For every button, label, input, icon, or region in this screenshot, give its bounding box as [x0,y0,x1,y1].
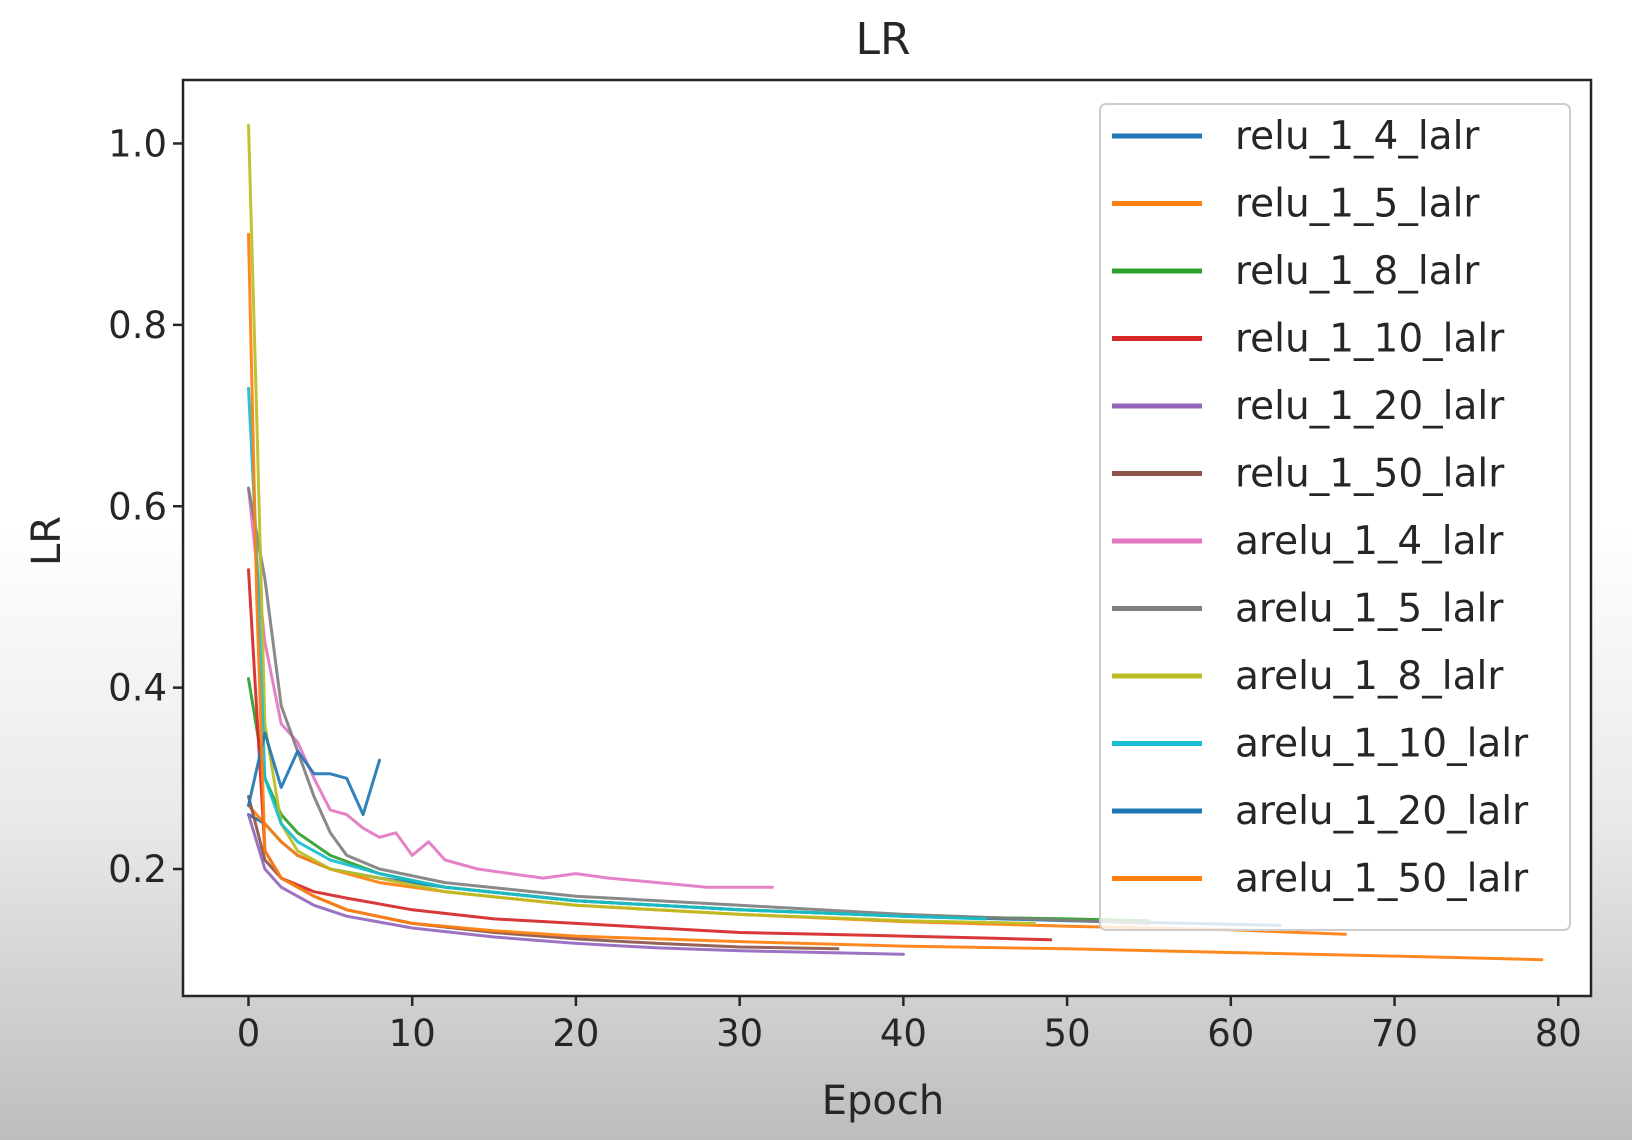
legend-label: arelu_1_10_lalr [1235,722,1529,767]
y-tick-label: 0.6 [108,485,167,528]
legend-label: relu_1_10_lalr [1235,317,1505,362]
x-tick-label: 50 [1044,1012,1091,1055]
legend-label: arelu_1_20_lalr [1235,789,1529,834]
x-tick-label: 20 [552,1012,599,1055]
legend-label: relu_1_50_lalr [1235,452,1505,497]
series-line-relu-1-20-lalr [247,813,905,956]
legend-label: relu_1_4_lalr [1235,114,1480,159]
legend-label: arelu_1_50_lalr [1235,857,1529,902]
legend-label: relu_1_8_lalr [1235,249,1480,294]
y-tick-label: 0.2 [108,848,167,891]
x-tick-label: 10 [389,1012,436,1055]
legend-label: relu_1_20_lalr [1235,384,1505,429]
x-tick-label: 80 [1535,1012,1582,1055]
y-axis-label: LR [24,516,70,566]
chart-title: LR [855,14,910,65]
y-axis: 0.2 0.4 0.6 0.8 1.0 [108,122,183,891]
legend: relu_1_4_lalr relu_1_5_lalr relu_1_8_lalrr… [1099,103,1571,931]
x-tick-label: 30 [716,1012,763,1055]
series-line-arelu-1-50-lalr [247,232,1544,962]
x-tick-label: 70 [1371,1012,1418,1055]
y-tick-label: 0.4 [108,667,167,710]
x-axis-label: Epoch [822,1078,944,1124]
legend-label: arelu_1_8_lalr [1235,654,1504,699]
legend-label: arelu_1_5_lalr [1235,587,1504,632]
legend-box [1099,103,1571,931]
legend-label: arelu_1_4_lalr [1235,519,1504,564]
plot-frame [181,78,1593,998]
x-tick-label: 40 [880,1012,927,1055]
y-tick-label: 1.0 [108,122,167,165]
series-line-arelu-1-20-lalr [247,731,381,817]
x-tick-label: 0 [237,1012,261,1055]
legend-label: relu_1_5_lalr [1235,182,1480,227]
series-line-arelu-1-8-lalr [247,123,1036,925]
x-axis: 0 10 20 30 40 50 60 70 80 [237,996,1582,1055]
series-line-arelu-1-5-lalr [247,486,1151,925]
x-tick-label: 60 [1207,1012,1254,1055]
series-lines [247,123,1544,962]
y-tick-label: 0.8 [108,304,167,347]
